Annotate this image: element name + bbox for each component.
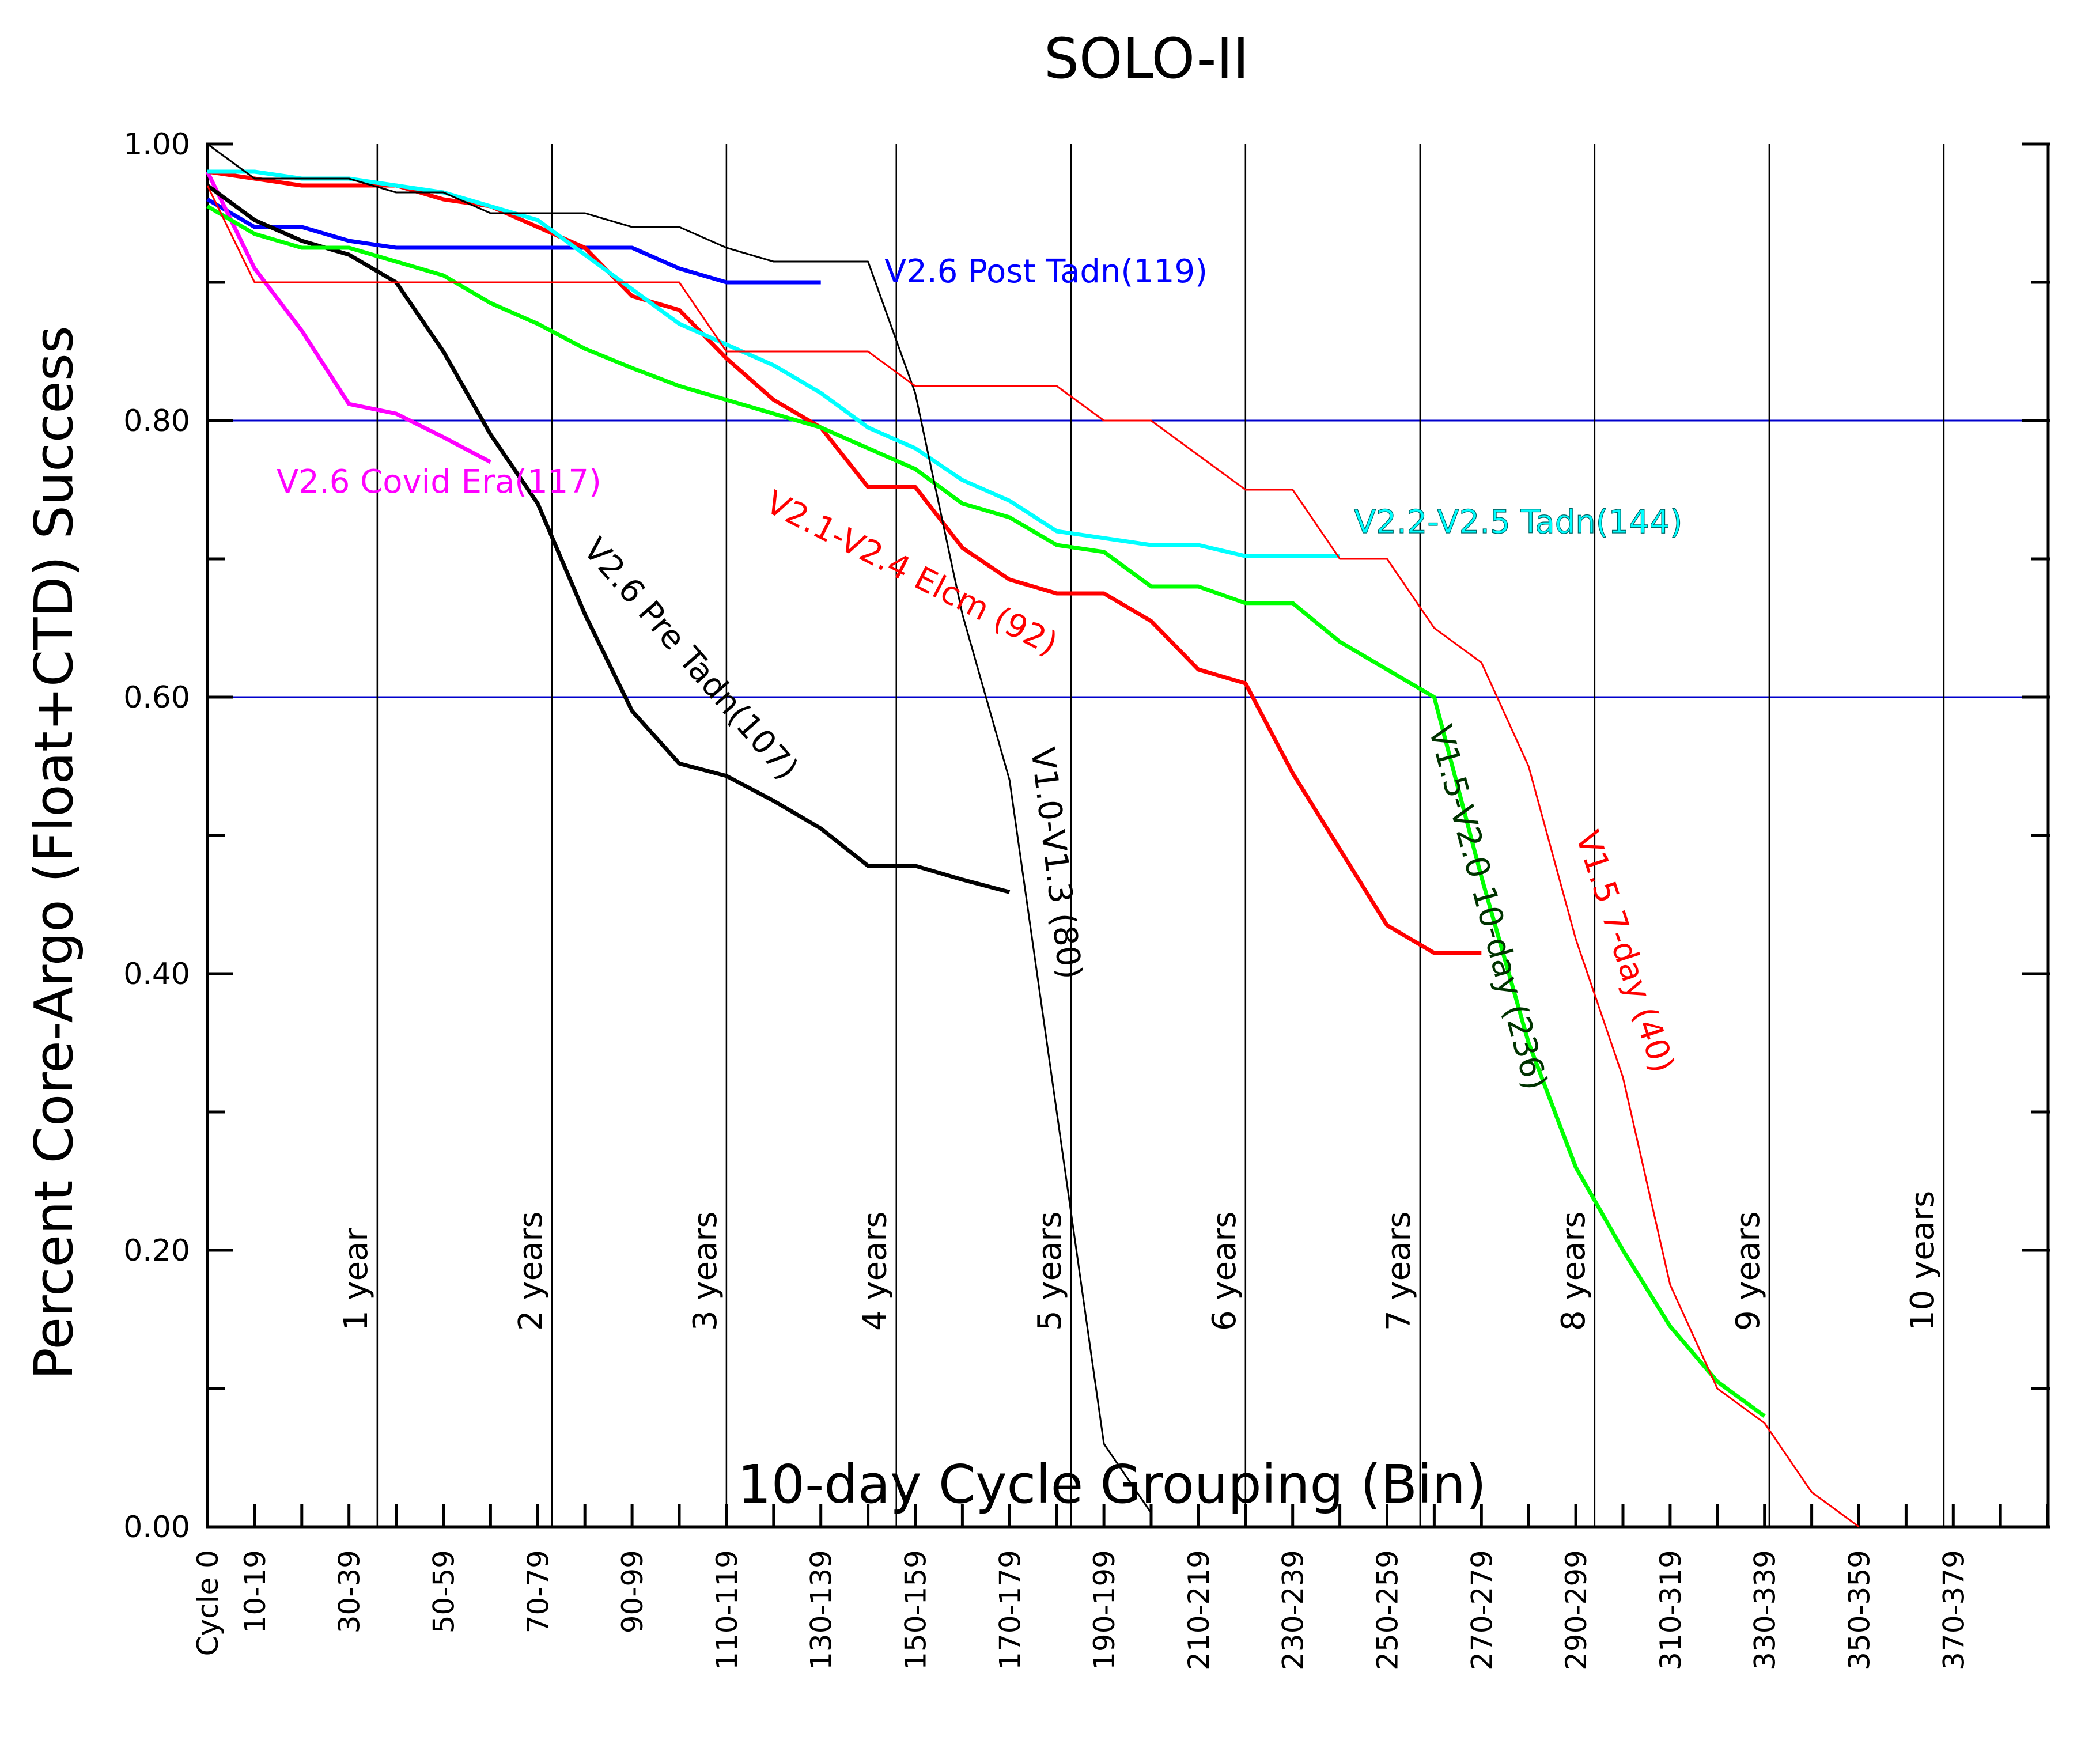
y-tick-label: 0.80 bbox=[123, 404, 190, 438]
x-tick-label: 350-359 bbox=[1843, 1550, 1876, 1670]
x-tick-label: 170-179 bbox=[993, 1550, 1027, 1670]
x-tick-label: 270-279 bbox=[1465, 1550, 1499, 1670]
x-tick-label: 290-299 bbox=[1560, 1550, 1593, 1670]
series-line bbox=[206, 185, 1860, 1528]
x-tick-label: 30-39 bbox=[333, 1550, 366, 1633]
series-lines bbox=[205, 143, 1860, 1528]
y-tick-label: 0.20 bbox=[123, 1234, 190, 1268]
x-tick-label: 250-259 bbox=[1371, 1550, 1405, 1670]
year-marker-lines: 1 year 2 years 3 years 4 years 5 years 6 year… bbox=[338, 144, 1945, 1527]
x-tick-label: 310-319 bbox=[1654, 1550, 1687, 1670]
y-axis: 0.00 0.20 0.40 0.60 0.80 1.00 bbox=[123, 127, 2050, 1545]
series-label: V2.6 Covid Era(117) bbox=[277, 463, 601, 501]
y-tick-label: 0.00 bbox=[123, 1510, 190, 1545]
x-tick-label: 50-59 bbox=[427, 1550, 461, 1633]
year-marker-label: 5 years bbox=[1031, 1211, 1069, 1331]
x-tick-label: 90-99 bbox=[616, 1550, 649, 1633]
year-marker-label: 7 years bbox=[1380, 1211, 1418, 1331]
year-marker-label: 2 years bbox=[512, 1211, 550, 1331]
x-tick-label: 70-79 bbox=[521, 1550, 555, 1633]
series-line bbox=[206, 184, 1011, 894]
series-line bbox=[205, 171, 492, 464]
x-tick-label: 10-19 bbox=[239, 1550, 272, 1633]
series-line bbox=[206, 197, 821, 285]
series-label: V2.6 Post Tadn(119) bbox=[884, 253, 1208, 290]
x-tick-label: 130-139 bbox=[805, 1550, 838, 1670]
x-tick-label: 370-379 bbox=[1937, 1550, 1970, 1670]
x-tick-label: 110-119 bbox=[710, 1550, 744, 1670]
series-line bbox=[206, 204, 1766, 1418]
x-tick-label: 210-219 bbox=[1182, 1550, 1216, 1670]
y-tick-label: 0.40 bbox=[123, 957, 190, 992]
y-tick-label: 0.60 bbox=[123, 680, 190, 715]
year-marker-label: 10 years bbox=[1904, 1191, 1942, 1331]
x-tick-label: 330-339 bbox=[1749, 1550, 1782, 1670]
series-label: V2.2-V2.5 Tadn(144) bbox=[1354, 504, 1682, 541]
x-axis: Cycle 0 10-19 30-39 50-59 70-79 90-99 110-119 1… bbox=[191, 1504, 2049, 1670]
year-marker-label: 9 years bbox=[1730, 1211, 1767, 1331]
series-line bbox=[207, 143, 1152, 1514]
x-tick-label: Cycle 0 bbox=[191, 1550, 225, 1656]
chart-title: SOLO-II bbox=[1044, 27, 1249, 91]
y-tick-label: 1.00 bbox=[123, 127, 190, 162]
x-tick-label: 150-159 bbox=[899, 1550, 933, 1670]
year-marker-label: 3 years bbox=[687, 1211, 724, 1331]
y-axis-label: Percent Core-Argo (Float+CTD) Success bbox=[23, 326, 85, 1380]
x-axis-label: 10-day Cycle Grouping (Bin) bbox=[737, 1454, 1486, 1515]
year-marker-label: 4 years bbox=[857, 1211, 894, 1331]
series-line bbox=[207, 169, 1340, 558]
x-tick-label: 190-199 bbox=[1088, 1550, 1121, 1670]
x-tick-label: 230-239 bbox=[1277, 1550, 1310, 1670]
year-marker-label: 1 year bbox=[338, 1228, 375, 1331]
year-marker-label: 8 years bbox=[1555, 1211, 1592, 1331]
year-marker-label: 6 years bbox=[1206, 1211, 1243, 1331]
